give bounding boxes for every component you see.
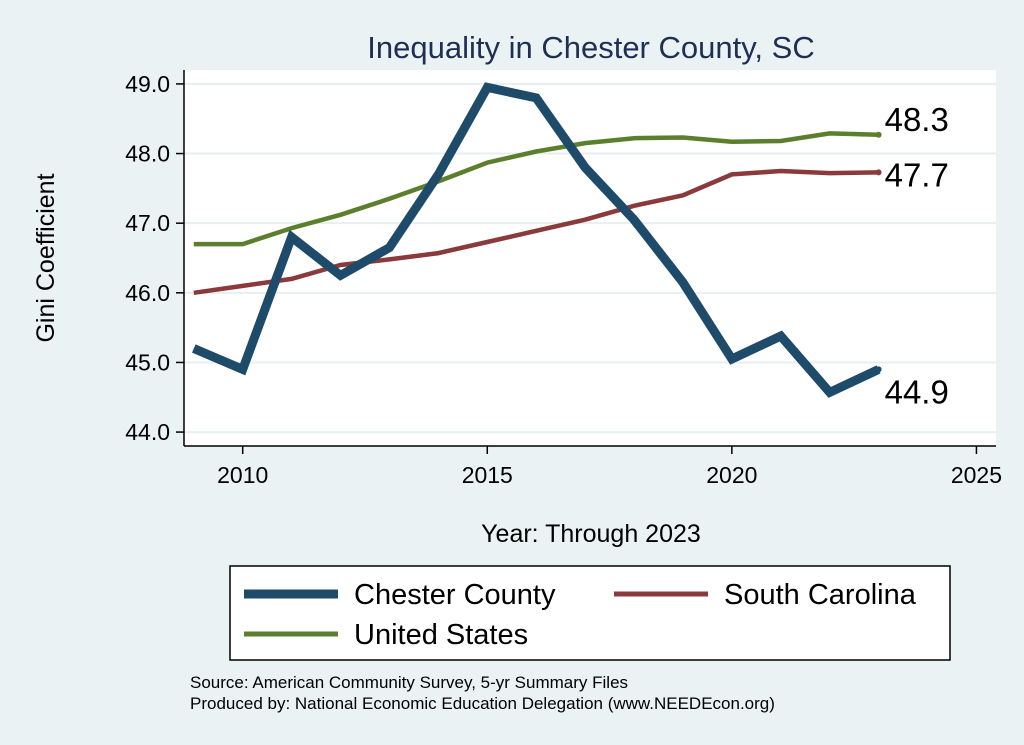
legend-label-south-carolina: South Carolina xyxy=(724,579,917,611)
x-tick-label-1: 2015 xyxy=(462,462,513,488)
legend-label-chester-county: Chester County xyxy=(354,579,556,611)
legend-label-united-states: United States xyxy=(354,619,528,651)
series-line-united-states xyxy=(193,131,879,247)
legend-box xyxy=(229,565,951,661)
end-label-united-states: 48.3 xyxy=(885,101,949,138)
end-marker-chester-county xyxy=(875,366,882,373)
end-labels: 44.9 47.7 48.3 xyxy=(885,101,949,411)
x-tick-label-0: 2010 xyxy=(217,462,268,488)
end-marker-united-states xyxy=(875,131,882,138)
y-tick-label-1: 45.0 xyxy=(125,349,170,375)
y-tick-label-5: 49.0 xyxy=(125,71,170,97)
y-tick-label-3: 47.0 xyxy=(125,210,170,236)
x-axis-label: Year: Through 2023 xyxy=(481,520,701,548)
series-line-south-carolina xyxy=(193,168,879,296)
x-tick-label-3: 2025 xyxy=(951,462,1002,488)
y-tick-label-0: 44.0 xyxy=(125,419,170,445)
legend: Chester County South Carolina United State… xyxy=(229,565,951,661)
end-label-south-carolina: 47.7 xyxy=(885,156,949,193)
plot-area xyxy=(184,70,996,446)
source-note: Source: American Community Survey, 5-yr … xyxy=(190,673,628,692)
y-axis-label: Gini Coefficient xyxy=(32,173,60,342)
series-lines xyxy=(192,82,882,398)
grid-lines xyxy=(184,82,996,434)
x-tick-label-2: 2020 xyxy=(706,462,757,488)
end-marker-south-carolina xyxy=(875,169,882,176)
producer-note: Produced by: National Economic Education… xyxy=(190,694,775,713)
y-tick-label-4: 48.0 xyxy=(125,141,170,167)
series-line-chester-county xyxy=(192,82,881,398)
end-label-chester-county: 44.9 xyxy=(885,373,949,410)
legend-items: Chester County South Carolina United State… xyxy=(244,579,917,651)
y-tick-label-2: 46.0 xyxy=(125,280,170,306)
chart-title: Inequality in Chester County, SC xyxy=(367,30,814,65)
axes: 44.0 45.0 46.0 47.0 48.0 49.0 2010 2015 2020 2025 xyxy=(125,70,1002,488)
